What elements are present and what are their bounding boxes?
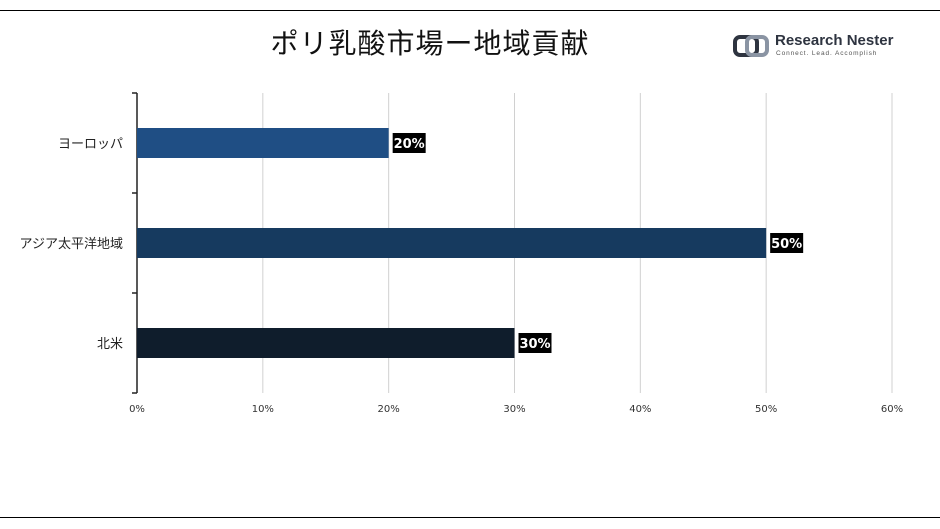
data-label-box (392, 133, 426, 153)
bar (137, 228, 767, 258)
data-label-box (518, 333, 552, 353)
bar (137, 328, 515, 358)
x-tick-label: 20% (378, 404, 400, 415)
logo-tagline: Connect. Lead. Accomplish (776, 50, 878, 57)
data-label: 50% (771, 237, 802, 252)
category-label: ヨーロッパ (58, 137, 123, 152)
category-label: アジア太平洋地域 (20, 237, 123, 252)
category-label: 北米 (97, 337, 123, 352)
x-tick-label: 40% (629, 404, 651, 415)
x-tick-label: 0% (129, 404, 145, 415)
x-tick-label: 50% (755, 404, 777, 415)
data-label-box (770, 233, 804, 253)
bottom-rule (0, 517, 940, 518)
x-tick-label: 30% (503, 404, 525, 415)
research-nester-logo: Research Nester Connect. Lead. Accomplis… (733, 32, 903, 62)
bar (137, 128, 389, 158)
logo-mark-icon (733, 35, 769, 57)
chart-title: ポリ乳酸市場ー地域貢献 (270, 27, 590, 60)
data-label: 20% (394, 137, 425, 152)
x-tick-label: 60% (881, 404, 903, 415)
x-tick-label: 10% (252, 404, 274, 415)
data-label: 30% (519, 337, 550, 352)
top-rule (0, 10, 940, 11)
logo-name: Research Nester (775, 32, 894, 49)
